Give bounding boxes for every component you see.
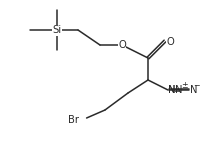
Text: N: N xyxy=(175,85,183,95)
Text: Br: Br xyxy=(68,115,79,125)
Text: $\!\!=\!\!$: $\!\!=\!\!$ xyxy=(174,86,182,95)
Text: −: − xyxy=(193,82,200,90)
Text: Si: Si xyxy=(52,25,62,35)
Text: O: O xyxy=(166,37,174,47)
Text: O: O xyxy=(118,40,126,50)
Text: N: N xyxy=(190,85,198,95)
Text: N: N xyxy=(168,85,176,95)
Text: N: N xyxy=(168,85,176,95)
Text: ±: ± xyxy=(181,82,188,90)
